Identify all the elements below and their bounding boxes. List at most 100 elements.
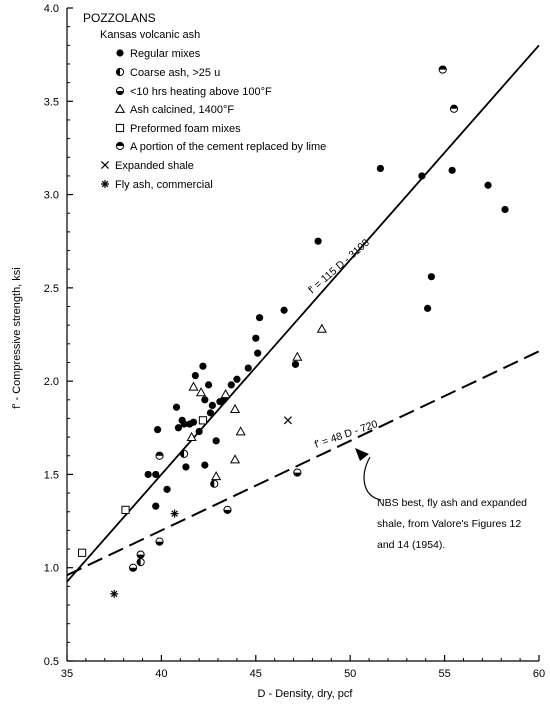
fit-line-solid (66, 44, 540, 583)
marker-fill (116, 91, 124, 95)
data-point (449, 104, 459, 113)
legend-label: A portion of the cement replaced by lime (130, 141, 326, 153)
marker-shape (211, 471, 222, 481)
data-point (188, 381, 199, 391)
x-tick-label: 35 (61, 668, 73, 680)
data-point (180, 420, 188, 428)
data-point (293, 468, 302, 477)
y-tick-label: 4.0 (44, 3, 59, 15)
marker-stroke (101, 180, 109, 188)
data-point (252, 334, 260, 342)
data-point (201, 461, 209, 469)
marker-fill (293, 472, 301, 477)
data-point (128, 563, 138, 572)
data-point (121, 505, 130, 514)
data-point (174, 424, 182, 432)
marker-shape (448, 166, 456, 174)
data-point (144, 470, 152, 479)
marker-shape (189, 418, 198, 426)
data-point (155, 537, 164, 546)
data-point (195, 427, 203, 436)
marker-shape (244, 364, 252, 372)
marker-shape (212, 437, 220, 445)
legend-marker (115, 86, 125, 96)
legend-label: Expanded shale (115, 160, 194, 172)
data-point (179, 449, 189, 459)
x-tick-label: 50 (344, 668, 356, 680)
marker-shape (291, 360, 300, 368)
marker-shape (424, 304, 432, 312)
data-point (78, 548, 87, 557)
x-tick-label: 60 (533, 668, 545, 680)
data-point (205, 381, 213, 389)
data-point (211, 471, 222, 481)
data-point (155, 451, 164, 460)
annotation-note: NBS best, fly ash and expanded shale, fr… (355, 448, 527, 551)
y-axis-title: f' - Compressive strength, ksi (11, 267, 23, 408)
data-point (172, 403, 181, 411)
fit-lines (66, 44, 540, 583)
marker-stroke (171, 510, 178, 517)
data-point (424, 304, 432, 312)
data-point (283, 416, 292, 425)
data-point (292, 351, 303, 361)
marker-fill (155, 541, 164, 546)
data-point (206, 409, 215, 417)
marker-shape (195, 427, 203, 436)
marker-shape (152, 502, 160, 510)
data-point (212, 437, 220, 445)
marker-shape (208, 401, 216, 409)
data-point (189, 418, 198, 426)
chart-title: POZZOLANS (83, 11, 156, 25)
data-point (208, 401, 216, 409)
marker-shape (199, 362, 207, 370)
marker-shape (316, 323, 327, 333)
marker-fill (116, 142, 124, 146)
marker-shape (191, 371, 199, 380)
marker-stroke (110, 590, 118, 598)
marker-fill (116, 68, 120, 76)
marker-fill (450, 105, 458, 109)
y-tick-label: 2.0 (44, 376, 59, 388)
marker-shape (186, 431, 197, 441)
x-tick-label: 55 (438, 668, 450, 680)
legend-heading: Kansas volcanic ash (100, 29, 200, 41)
axis-ticks: 35 40 45 50 55 60 0.5 1.0 1.5 2.0 2.5 3.0 3.5 4.0 (44, 3, 545, 680)
legend-label: <10 hrs heating above 100°F (130, 86, 272, 98)
legend-marker (101, 180, 109, 188)
data-point (163, 485, 171, 493)
legend-label: Coarse ash, >25 u (130, 67, 220, 79)
marker-shape (121, 505, 130, 514)
marker-fill (129, 567, 137, 572)
legend-label: Preformed foam mixes (130, 123, 241, 135)
data-point (198, 416, 208, 425)
y-tick-label: 1.5 (44, 469, 59, 481)
data-point (427, 273, 435, 281)
data-point (418, 172, 426, 180)
data-point (229, 454, 241, 464)
legend-label: Regular mixes (130, 48, 201, 60)
marker-shape (229, 403, 241, 413)
data-point (235, 426, 246, 436)
data-points (78, 65, 509, 598)
data-point (170, 509, 179, 518)
marker-shape (116, 49, 124, 57)
marker-shape (201, 461, 209, 469)
marker-fill (210, 480, 215, 488)
marker-shape (501, 205, 509, 214)
marker-shape (418, 172, 426, 180)
data-point (291, 360, 300, 368)
marker-fill (223, 509, 232, 514)
marker-shape (227, 381, 235, 389)
data-point (244, 364, 252, 372)
marker-shape (229, 454, 241, 464)
marker-fill (137, 554, 145, 559)
data-point (223, 505, 232, 514)
data-point (136, 558, 145, 567)
plot-axes (66, 8, 539, 662)
marker-fill (137, 558, 141, 566)
legend-marker (114, 103, 126, 113)
marker-fill (180, 450, 185, 458)
marker-shape (314, 237, 322, 245)
marker-shape (154, 426, 162, 434)
